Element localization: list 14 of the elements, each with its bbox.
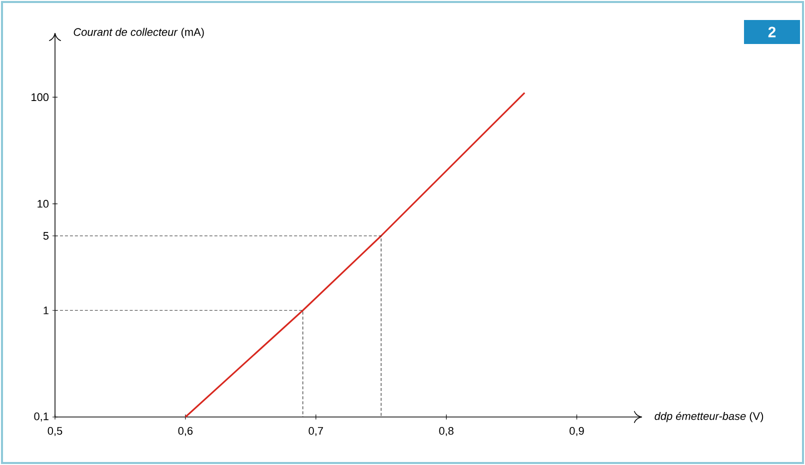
x-tick-label: 0,6 xyxy=(178,427,193,436)
y-tick-label: 0,1 xyxy=(34,412,48,422)
y-tick-label: 5 xyxy=(43,232,49,240)
y-tick-label: 10 xyxy=(38,200,49,208)
text: 2 xyxy=(768,26,776,38)
y-tick-label: 100 xyxy=(32,93,49,102)
y-tick-label: 1 xyxy=(44,306,48,314)
x-tick-label: 0,7 xyxy=(308,427,323,436)
line-series xyxy=(184,92,526,418)
x-tick-label: 0,9 xyxy=(570,427,584,436)
x-axis-title: ddp émetteur-base (V) xyxy=(654,412,764,422)
x-tick-label: 0,5 xyxy=(48,427,62,436)
x-tick-label: 0,8 xyxy=(439,427,454,436)
y-axis-title: Courant de collecteur (mA) xyxy=(74,28,204,38)
